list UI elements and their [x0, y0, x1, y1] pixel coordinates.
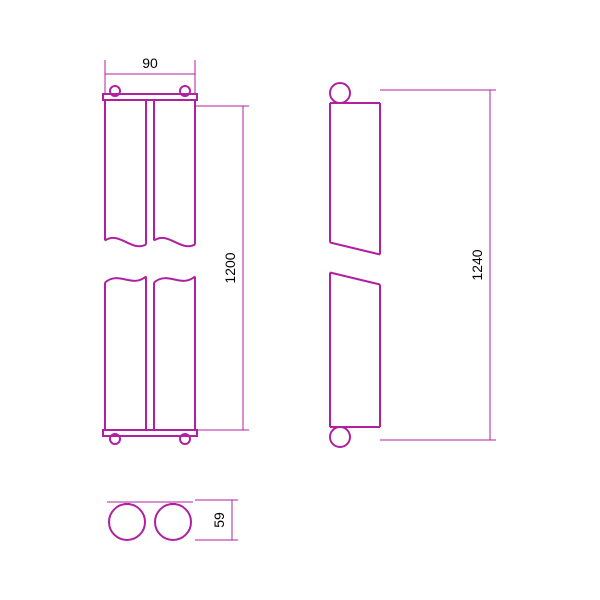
dim-width: 90 [142, 55, 158, 71]
dim-body-height: 1200 [222, 252, 238, 283]
dim-overall-height: 1240 [469, 249, 485, 280]
dim-depth: 59 [211, 512, 227, 528]
front-view [103, 94, 197, 436]
